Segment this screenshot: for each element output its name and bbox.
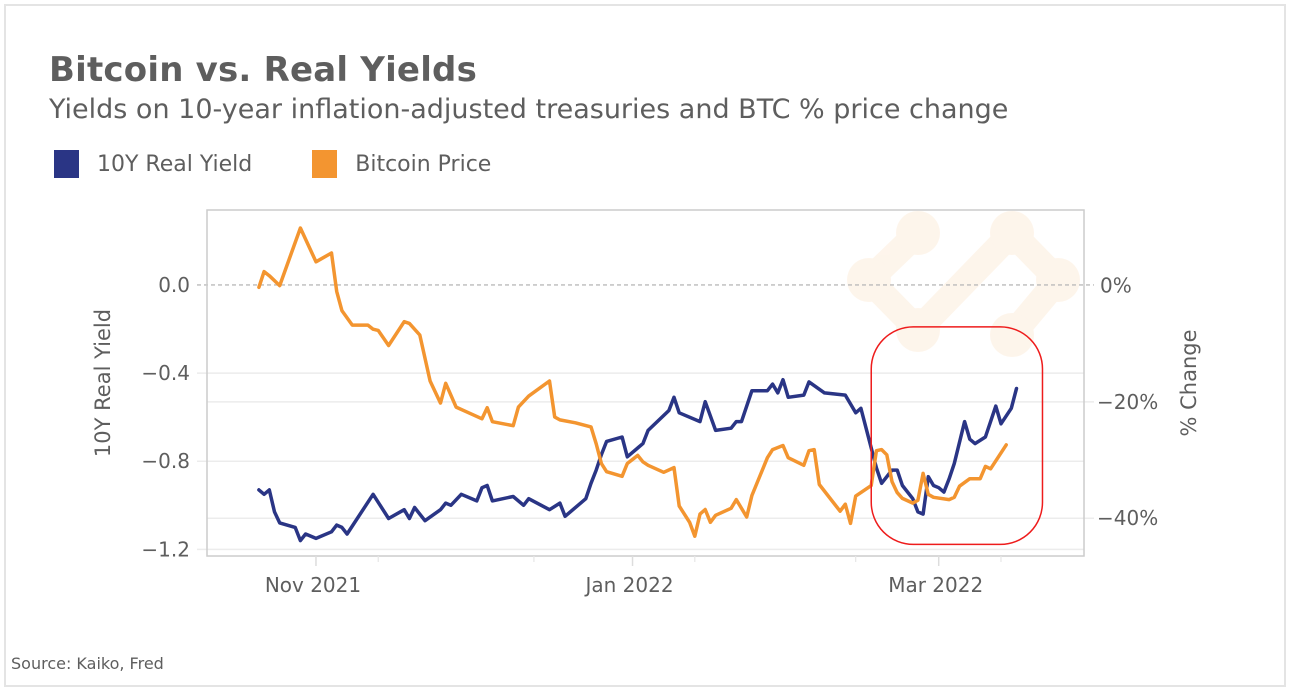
series-line-bitcoin xyxy=(257,226,1008,538)
y-left-tick-label: −1.2 xyxy=(141,537,190,561)
legend-label-real-yield: 10Y Real Yield xyxy=(97,151,253,177)
x-axis: Nov 2021 Jan 2022 Mar 2022 xyxy=(265,556,1002,597)
y-axis-left: 0.0 −0.4 −0.8 −1.2 xyxy=(141,273,190,561)
source-note: Source: Kaiko, Fred xyxy=(11,654,164,673)
chart-subtitle: Yields on 10-year inflation-adjusted tre… xyxy=(49,94,1009,125)
legend: 10Y Real Yield Bitcoin Price xyxy=(54,150,551,178)
x-tick-label: Mar 2022 xyxy=(888,573,983,597)
highlight-box xyxy=(870,326,1044,546)
y-right-tick-label: −20% xyxy=(1097,390,1158,414)
y-axis-right: 0% −20% −40% xyxy=(1097,274,1158,531)
legend-swatch-real-yield xyxy=(54,150,79,178)
series-lines xyxy=(257,226,1019,543)
legend-swatch-bitcoin xyxy=(312,150,338,178)
y-left-tick-label: 0.0 xyxy=(158,273,190,297)
watermark-logo xyxy=(847,211,1080,357)
chart-title: Bitcoin vs. Real Yields xyxy=(49,50,478,90)
y-left-tick-label: −0.8 xyxy=(141,449,190,473)
gridlines xyxy=(197,284,1094,551)
y-axis-right-title: % Change xyxy=(1177,329,1201,436)
legend-item-real-yield[interactable]: 10Y Real Yield xyxy=(54,150,252,178)
legend-item-bitcoin[interactable]: Bitcoin Price xyxy=(312,150,491,178)
y-right-tick-label: −40% xyxy=(1097,506,1158,530)
y-left-tick-label: −0.4 xyxy=(141,361,190,385)
chart-card xyxy=(4,4,1286,687)
x-tick-label: Jan 2022 xyxy=(583,573,673,597)
x-tick-label: Nov 2021 xyxy=(265,573,361,597)
series-line-real-yield xyxy=(257,377,1019,543)
plot-frame xyxy=(206,209,1085,557)
y-right-tick-label: 0% xyxy=(1100,274,1132,298)
legend-label-bitcoin: Bitcoin Price xyxy=(355,151,492,177)
y-axis-left-title: 10Y Real Yield xyxy=(91,309,115,457)
